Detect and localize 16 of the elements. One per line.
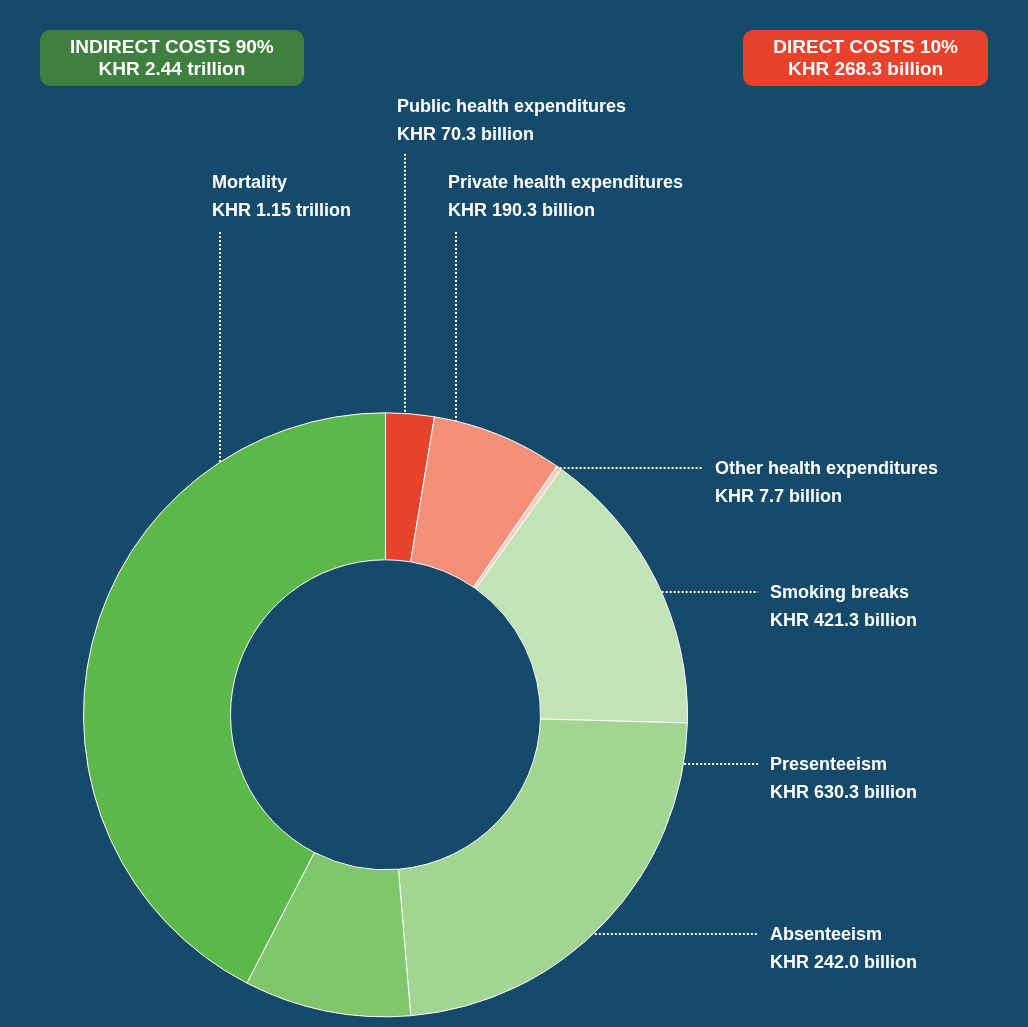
data-label: KHR 1.15 trillion xyxy=(212,200,352,220)
data-label: KHR 70.3 billion xyxy=(397,124,535,144)
slice-label: Private health expenditures xyxy=(448,172,684,192)
slice-label: Other health expenditures xyxy=(715,458,939,478)
slice-label: Mortality xyxy=(212,172,288,192)
data-label: KHR 421.3 billion xyxy=(770,610,918,630)
data-label: KHR 7.7 billion xyxy=(715,486,843,506)
slice-label: Absenteeism xyxy=(770,924,883,944)
data-label: KHR 630.3 billion xyxy=(770,782,918,802)
data-label: KHR 190.3 billion xyxy=(448,200,596,220)
text: DIRECT COSTS 10% KHR 268.3 billion xyxy=(743,30,988,86)
slice-label: Public health expenditures xyxy=(397,96,627,116)
slice-label: Smoking breaks xyxy=(770,582,910,602)
data-label: KHR 242.0 billion xyxy=(770,952,918,972)
text: INDIRECT COSTS 90% KHR 2.44 trillion xyxy=(40,30,304,86)
slice-label: Presenteeism xyxy=(770,754,888,774)
